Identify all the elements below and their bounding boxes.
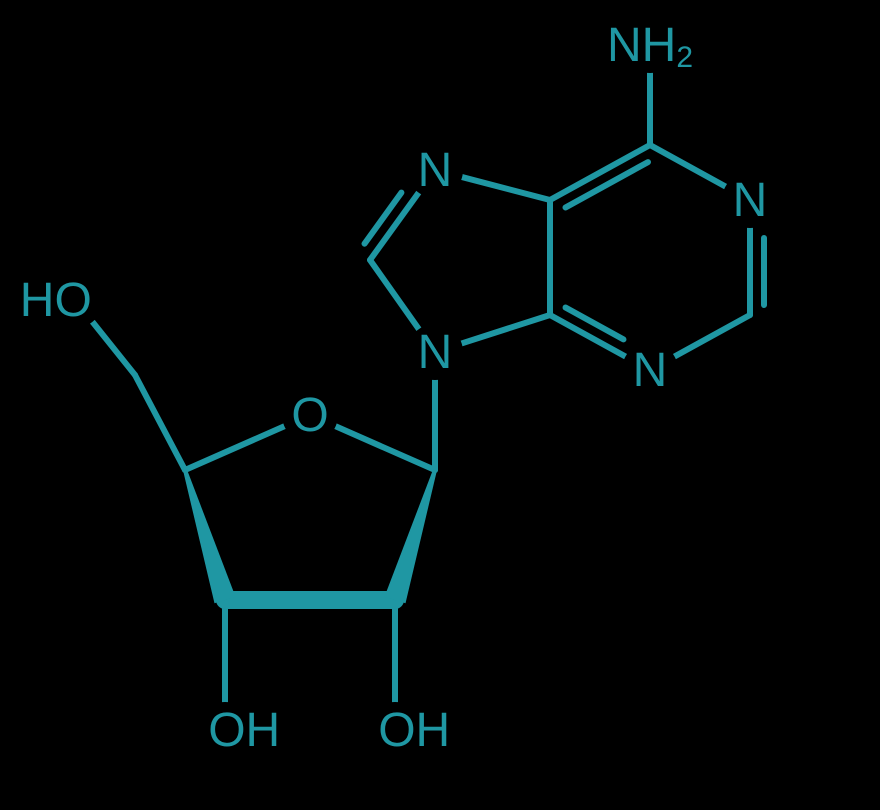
- bond-wedge: [384, 469, 436, 603]
- atom-label-O3p: OH: [208, 704, 280, 757]
- atom-label-N3: N: [633, 344, 668, 397]
- atom-label-N7: N: [418, 144, 453, 197]
- atom-label-N1: N: [733, 174, 768, 227]
- bond: [370, 260, 419, 329]
- bond: [462, 315, 550, 343]
- bond: [650, 145, 725, 187]
- atoms-layer: N N NH2 N N O HO OH OH: [20, 17, 778, 758]
- bond: [336, 426, 435, 470]
- bond: [462, 177, 550, 200]
- bond: [675, 315, 750, 357]
- atom-label-O2p: OH: [378, 704, 450, 757]
- bond: [185, 426, 284, 470]
- atom-label-O4p: O: [291, 389, 328, 442]
- atom-label-N6: NH2: [607, 19, 693, 74]
- bond-double-inner: [365, 193, 402, 244]
- bond-wedge: [183, 469, 235, 603]
- bond-double-inner: [566, 308, 624, 340]
- atom-label-O5p: HO: [20, 274, 92, 327]
- bond: [92, 322, 135, 375]
- molecule-diagram: N N NH2 N N O HO OH OH: [0, 0, 880, 810]
- bond: [135, 375, 185, 470]
- atom-label-N9: N: [418, 326, 453, 379]
